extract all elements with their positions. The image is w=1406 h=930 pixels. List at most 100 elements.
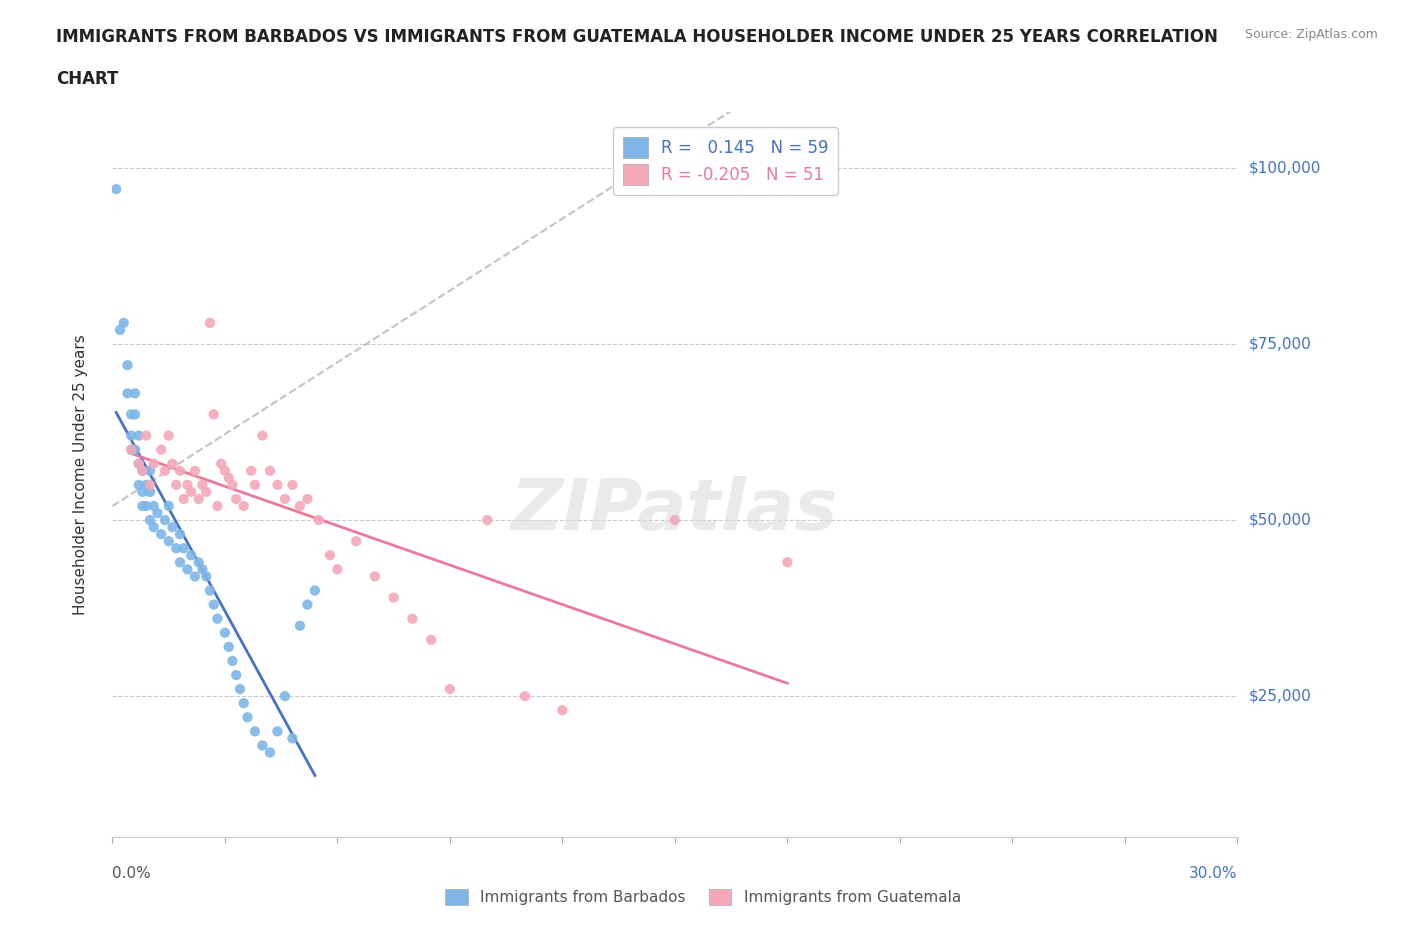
Point (105, 181, 128, 196)
Point (131, 485, 153, 499)
Point (153, 512, 176, 527)
Point (513, 689, 536, 704)
Point (232, 696, 254, 711)
Point (146, 506, 169, 521)
Point (176, 477, 198, 492)
Point (169, 463, 191, 478)
Point (150, 442, 173, 457)
Point (150, 526, 173, 541)
Point (120, 442, 142, 457)
Point (288, 498, 311, 513)
Point (187, 555, 209, 570)
Point (131, 463, 153, 478)
Point (776, 555, 799, 570)
Point (304, 583, 326, 598)
Point (288, 618, 311, 633)
Point (326, 562, 349, 577)
Point (180, 485, 202, 499)
Point (153, 463, 176, 478)
Point (165, 477, 187, 492)
Text: $50,000: $50,000 (1249, 512, 1312, 527)
Text: Source: ZipAtlas.com: Source: ZipAtlas.com (1244, 28, 1378, 41)
Point (214, 625, 236, 640)
Point (439, 682, 461, 697)
Point (124, 442, 146, 457)
Text: $75,000: $75,000 (1249, 337, 1312, 352)
Point (108, 323, 131, 338)
Point (157, 428, 180, 443)
Point (162, 520, 184, 535)
Point (165, 541, 187, 556)
Point (142, 457, 165, 472)
Point (229, 682, 252, 697)
Point (162, 457, 184, 472)
Point (128, 477, 150, 492)
Text: $25,000: $25,000 (1249, 688, 1312, 704)
Point (169, 555, 191, 570)
Point (297, 492, 319, 507)
Point (209, 457, 232, 472)
Point (169, 526, 191, 541)
Point (207, 611, 229, 626)
Point (128, 457, 150, 472)
Point (243, 477, 266, 492)
Point (157, 534, 180, 549)
Point (344, 534, 367, 549)
Point (120, 428, 142, 443)
Point (274, 492, 297, 507)
Point (259, 463, 281, 478)
Point (124, 386, 146, 401)
Point (259, 745, 281, 760)
Point (184, 569, 207, 584)
Point (664, 512, 686, 527)
Point (117, 386, 139, 401)
Point (128, 428, 150, 443)
Point (477, 512, 499, 527)
Point (202, 407, 225, 422)
Point (112, 315, 135, 330)
Point (173, 492, 195, 507)
Point (139, 477, 162, 492)
Point (240, 463, 263, 478)
Point (221, 477, 243, 492)
Point (281, 477, 304, 492)
Legend: Immigrants from Barbados, Immigrants from Guatemala: Immigrants from Barbados, Immigrants fro… (437, 882, 969, 913)
Point (187, 492, 209, 507)
Point (551, 703, 574, 718)
Point (225, 492, 247, 507)
Point (207, 498, 229, 513)
Point (135, 428, 157, 443)
Point (195, 569, 218, 584)
Text: ZIPatlas: ZIPatlas (512, 476, 838, 545)
Point (135, 477, 157, 492)
Point (252, 428, 274, 443)
Point (195, 485, 218, 499)
Text: IMMIGRANTS FROM BARBADOS VS IMMIGRANTS FROM GUATEMALA HOUSEHOLDER INCOME UNDER 2: IMMIGRANTS FROM BARBADOS VS IMMIGRANTS F… (56, 28, 1218, 46)
Point (364, 569, 387, 584)
Point (124, 407, 146, 422)
Point (319, 548, 342, 563)
Point (157, 498, 180, 513)
Point (120, 407, 142, 422)
Point (198, 315, 221, 330)
Text: 0.0%: 0.0% (112, 866, 152, 881)
Text: $100,000: $100,000 (1249, 161, 1320, 176)
Point (401, 611, 423, 626)
Point (135, 498, 157, 513)
Y-axis label: Householder Income Under 25 years: Householder Income Under 25 years (73, 334, 89, 615)
Point (120, 442, 142, 457)
Point (128, 457, 150, 472)
Point (232, 498, 254, 513)
Point (191, 477, 214, 492)
Point (274, 689, 297, 704)
Point (243, 724, 266, 738)
Point (198, 583, 221, 598)
Point (420, 632, 443, 647)
Point (191, 562, 214, 577)
Point (281, 731, 304, 746)
Point (266, 724, 288, 738)
Legend: R =   0.145   N = 59, R = -0.205   N = 51: R = 0.145 N = 59, R = -0.205 N = 51 (613, 127, 838, 194)
Point (308, 512, 330, 527)
Point (214, 463, 236, 478)
Point (176, 562, 198, 577)
